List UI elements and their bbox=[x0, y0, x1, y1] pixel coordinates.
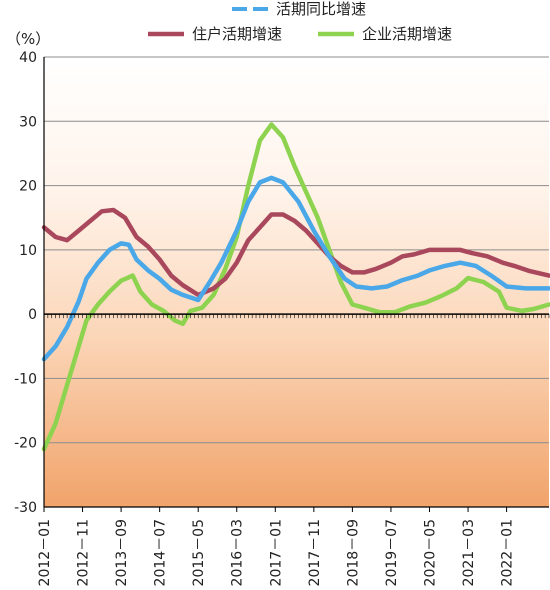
x-tick-label: 2016－03 bbox=[230, 519, 246, 586]
y-tick-label: -30 bbox=[14, 500, 37, 516]
x-tick-label: 2019－07 bbox=[384, 519, 400, 586]
legend-item-3: 企业活期增速 bbox=[318, 25, 452, 43]
legend-item-1: 活期同比增速 bbox=[232, 0, 366, 18]
y-unit-label: （%） bbox=[6, 30, 50, 48]
y-tick-label: 30 bbox=[19, 114, 37, 130]
x-tick-label: 2017－11 bbox=[307, 519, 323, 586]
x-tick-label: 2012－11 bbox=[76, 519, 92, 586]
grid-lines bbox=[44, 56, 549, 444]
x-tick-label: 2020－05 bbox=[422, 519, 438, 586]
axes: -30 -20 -10 0 10 20 30 40 2012－01 2012－11 2013－09 2… bbox=[14, 50, 550, 586]
series-line-1 bbox=[41, 175, 550, 362]
x-tick-label: 2021－03 bbox=[461, 519, 477, 586]
series-layer bbox=[41, 122, 550, 452]
y-tick-label: -10 bbox=[14, 371, 37, 387]
x-tick-label: 2012－01 bbox=[37, 519, 53, 586]
y-tick-label: 40 bbox=[19, 50, 37, 66]
x-tick-label: 2018－09 bbox=[345, 519, 361, 586]
legend-label: 企业活期增速 bbox=[362, 25, 452, 43]
series-line-3 bbox=[41, 122, 550, 452]
series-line-2 bbox=[41, 207, 550, 298]
y-tick-label: 0 bbox=[28, 307, 37, 323]
x-tick-label: 2017－01 bbox=[268, 519, 284, 586]
legend-label: 住户活期增速 bbox=[192, 25, 282, 43]
x-tick-label: 2014－07 bbox=[153, 519, 169, 586]
x-tick-label: 2022－01 bbox=[500, 519, 516, 586]
legend-label: 活期同比增速 bbox=[276, 0, 366, 18]
y-tick-label: 10 bbox=[19, 243, 37, 259]
y-tick-label: 20 bbox=[19, 179, 37, 195]
y-tick-label: -20 bbox=[14, 436, 37, 452]
x-tick-label: 2015－05 bbox=[191, 519, 207, 586]
x-tick-label: 2013－09 bbox=[114, 519, 130, 586]
legend-item-2: 住户活期增速 bbox=[148, 25, 282, 43]
